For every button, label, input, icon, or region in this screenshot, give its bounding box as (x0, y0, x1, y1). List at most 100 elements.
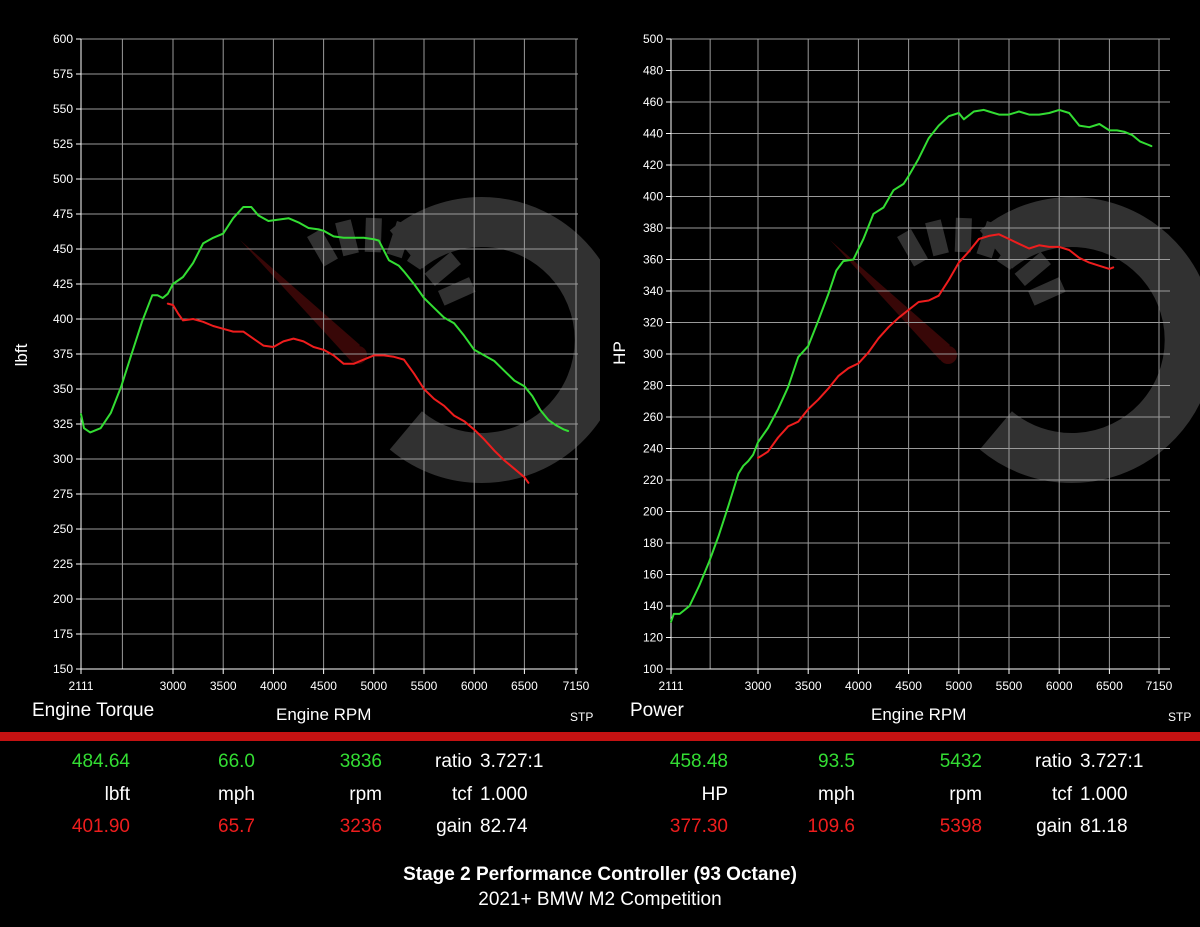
torque-y-axis-label: lbft (12, 343, 31, 367)
torque-peak-rpm: 3836 (339, 751, 382, 772)
torque-y-tick-label: 500 (53, 172, 73, 186)
torque-rpm-label: rpm (349, 784, 382, 805)
torque-ratio-value: 3.727:1 (480, 751, 544, 772)
power-watermark-tick (954, 217, 972, 253)
torque-x-tick-label: 4500 (310, 679, 337, 693)
power-x-tick-label: 5000 (945, 679, 972, 693)
power-x-tick-label: 3500 (795, 679, 822, 693)
footer-subtitle: 2021+ BMW M2 Competition (478, 889, 722, 910)
power-x-tick-label: 2111 (659, 679, 684, 693)
power-y-axis-label: HP (610, 341, 629, 365)
power-gain-label: gain (1036, 816, 1072, 837)
power-stock-value: 377.30 (669, 816, 728, 837)
power-peak-value: 458.48 (669, 751, 728, 772)
torque-peak-value: 484.64 (71, 751, 130, 772)
power-x-axis-label: Engine RPM (871, 705, 967, 724)
torque-gain-value: 82.74 (480, 816, 528, 837)
torque-y-tick-label: 275 (53, 487, 73, 501)
torque-x-tick-label: 4000 (260, 679, 287, 693)
power-stp-label: STP (1168, 710, 1192, 724)
footer-title: Stage 2 Performance Controller (93 Octan… (403, 864, 797, 885)
power-y-tick-label: 280 (643, 379, 663, 393)
torque-y-tick-label: 325 (53, 417, 73, 431)
power-rpm-label: rpm (949, 784, 982, 805)
power-y-tick-label: 220 (643, 473, 663, 487)
power-y-tick-label: 380 (643, 221, 663, 235)
power-watermark-tick (1014, 251, 1051, 286)
power-watermark-tick (897, 229, 928, 267)
power-chart: 100 120 140 160 180 200 220 240 260 280 300 320 340 3… (643, 32, 1200, 693)
power-y-tick-label: 460 (643, 95, 663, 109)
torque-y-tick-label: 600 (53, 32, 73, 46)
power-title-label: Power (630, 700, 684, 721)
power-ratio-value: 3.727:1 (1080, 751, 1144, 772)
power-y-tick-label: 100 (643, 662, 663, 676)
torque-title-label: Engine Torque (32, 700, 155, 721)
torque-stp-label: STP (570, 710, 594, 724)
torque-x-tick-label: 6000 (461, 679, 488, 693)
power-stock-mph: 109.6 (807, 816, 855, 837)
power-x-tick-label: 4000 (845, 679, 872, 693)
torque-chart: 150 175 200 225 250 275 300 325 350 375 400 425 450 4… (53, 32, 600, 693)
power-y-tick-label: 420 (643, 158, 663, 172)
torque-watermark-tick (424, 251, 461, 286)
torque-y-tick-label: 400 (53, 312, 73, 326)
torque-watermark-tick (406, 232, 440, 270)
torque-y-tick-label: 350 (53, 382, 73, 396)
torque-y-tick-label: 250 (53, 522, 73, 536)
power-watermark-tick (976, 221, 1003, 259)
torque-watermark-tick (386, 221, 413, 259)
power-y-tick-label: 120 (643, 631, 663, 645)
torque-series-stock-line (166, 302, 530, 484)
power-watermark-needle (830, 240, 950, 360)
torque-stock-rpm: 3236 (339, 816, 382, 837)
torque-tcf-value: 1.000 (480, 784, 528, 805)
torque-watermark-needle (240, 240, 360, 360)
power-series-stock-line (757, 233, 1115, 459)
torque-y-tick-label: 300 (53, 452, 73, 466)
power-y-tick-label: 200 (643, 505, 663, 519)
power-mph-label: mph (818, 784, 855, 805)
power-gain-value: 81.18 (1080, 816, 1128, 837)
torque-y-tick-label: 550 (53, 102, 73, 116)
power-x-tick-label: 6500 (1096, 679, 1123, 693)
torque-stock-value: 401.90 (71, 816, 130, 837)
torque-x-tick-label: 6500 (511, 679, 538, 693)
power-x-tick-label: 4500 (895, 679, 922, 693)
torque-y-tick-label: 150 (53, 662, 73, 676)
torque-y-tick-label: 175 (53, 627, 73, 641)
torque-peak-mph: 66.0 (218, 751, 255, 772)
torque-y-tick-label: 475 (53, 207, 73, 221)
divider-bar (0, 732, 1200, 741)
power-peak-rpm: 5432 (939, 751, 982, 772)
torque-gain-label: gain (436, 816, 472, 837)
power-y-tick-label: 480 (643, 64, 663, 78)
torque-x-tick-label: 3500 (210, 679, 237, 693)
torque-y-tick-label: 425 (53, 277, 73, 291)
torque-y-tick-label: 450 (53, 242, 73, 256)
torque-y-tick-label: 375 (53, 347, 73, 361)
torque-stock-mph: 65.7 (218, 816, 255, 837)
power-watermark-logo (830, 197, 1200, 483)
power-unit-label: HP (701, 784, 728, 805)
torque-watermark-tick (307, 229, 338, 267)
power-stock-rpm: 5398 (939, 816, 982, 837)
power-watermark-hub (939, 346, 957, 364)
power-peak-mph: 93.5 (818, 751, 855, 772)
power-y-tick-label: 180 (643, 536, 663, 550)
power-y-tick-label: 360 (643, 253, 663, 267)
power-y-tick-label: 400 (643, 190, 663, 204)
torque-y-tick-label: 525 (53, 137, 73, 151)
power-y-tick-label: 440 (643, 127, 663, 141)
power-y-tick-label: 260 (643, 410, 663, 424)
power-watermark-tick (925, 219, 949, 257)
power-y-tick-label: 240 (643, 442, 663, 456)
power-y-tick-label: 320 (643, 316, 663, 330)
torque-unit-label: lbft (104, 784, 130, 805)
power-y-tick-label: 300 (643, 347, 663, 361)
torque-watermark-logo (240, 197, 600, 483)
power-x-tick-label: 7150 (1146, 679, 1173, 693)
torque-x-tick-label: 7150 (563, 679, 590, 693)
torque-x-tick-label: 5000 (360, 679, 387, 693)
